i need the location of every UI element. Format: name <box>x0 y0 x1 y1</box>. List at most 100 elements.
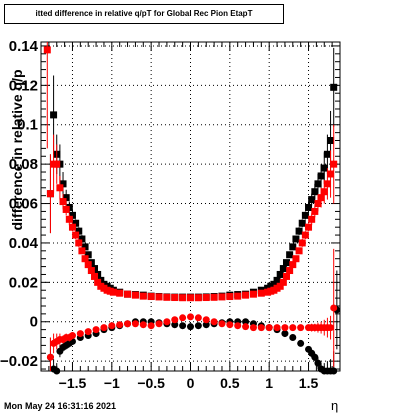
x-tick-label: −1 <box>104 375 120 391</box>
x-tick-label: 0.5 <box>220 375 240 391</box>
data-point <box>56 184 64 192</box>
data-point <box>308 215 316 223</box>
data-point <box>301 231 309 239</box>
data-point <box>50 111 58 119</box>
y-tick-label: 0.12 <box>9 77 38 94</box>
data-point <box>226 321 234 329</box>
y-tick-label: 0.08 <box>9 156 38 173</box>
data-point <box>265 324 273 332</box>
data-point <box>92 326 100 334</box>
data-point <box>257 289 265 297</box>
data-point <box>273 276 281 284</box>
y-tick-label: 0.14 <box>9 38 39 55</box>
x-tick-label: 0 <box>187 375 195 391</box>
x-tick-label: −1.5 <box>59 375 87 391</box>
data-point <box>327 324 335 332</box>
data-point <box>330 160 338 168</box>
data-point <box>301 211 309 219</box>
data-point <box>317 172 325 180</box>
data-point <box>147 322 155 330</box>
data-point <box>323 180 331 188</box>
data-point <box>155 293 163 301</box>
data-point <box>289 334 297 342</box>
data-point <box>155 320 163 328</box>
data-point <box>314 359 322 367</box>
data-point <box>279 265 287 273</box>
tick-labels: −1.5 −1 −0.5 0 0.5 1 1.5 −0.02 0 0.02 0.04 0.06 0.08… <box>0 38 318 391</box>
data-point <box>323 150 331 158</box>
data-point <box>171 321 179 329</box>
data-point <box>279 278 287 286</box>
data-point <box>289 243 297 251</box>
data-point <box>249 324 257 332</box>
y-tick-label: 0.06 <box>9 196 38 213</box>
data-point <box>289 261 297 269</box>
data-point <box>84 261 92 269</box>
data-point <box>91 272 99 280</box>
data-point <box>308 196 316 204</box>
data-point <box>194 294 202 302</box>
data-point <box>75 227 83 235</box>
data-point <box>295 247 303 255</box>
data-point <box>327 137 335 145</box>
data-point <box>179 314 187 322</box>
chart-title: itted difference in relative q/pT for Gl… <box>4 4 284 24</box>
data-point <box>84 328 92 336</box>
data-point <box>179 322 187 330</box>
data-point <box>72 231 80 239</box>
data-markers <box>43 42 341 375</box>
data-point <box>295 227 303 235</box>
data-point <box>330 367 338 375</box>
data-point <box>78 235 86 243</box>
data-point <box>100 324 108 332</box>
grid-layer <box>41 42 340 371</box>
data-point <box>327 170 335 178</box>
data-point <box>330 83 338 91</box>
data-point <box>298 219 306 227</box>
data-point <box>59 198 67 206</box>
data-point <box>139 321 147 329</box>
data-point <box>330 304 338 312</box>
data-point <box>298 239 306 247</box>
data-point <box>139 292 147 300</box>
data-point <box>242 291 250 299</box>
data-point <box>163 293 171 301</box>
data-point <box>311 207 319 215</box>
x-tick-label: 1.5 <box>299 375 319 391</box>
data-point <box>109 288 117 296</box>
data-point <box>171 316 179 324</box>
x-tick-label: 1 <box>265 375 273 391</box>
data-point <box>53 367 61 375</box>
data-point <box>94 278 102 286</box>
data-point <box>68 211 76 219</box>
data-point <box>202 294 210 302</box>
data-point <box>62 205 70 213</box>
data-point <box>131 291 139 299</box>
data-point <box>116 321 124 329</box>
x-axis-label: η <box>331 398 339 413</box>
data-point <box>286 251 294 259</box>
data-point <box>311 188 319 196</box>
data-point <box>282 272 290 280</box>
data-point <box>297 324 305 332</box>
data-point <box>187 294 194 302</box>
data-point <box>210 318 218 326</box>
data-point <box>317 194 325 202</box>
data-point <box>320 164 328 172</box>
data-point <box>171 294 179 302</box>
data-point <box>187 323 194 331</box>
y-tick-label: 0.1 <box>17 117 38 134</box>
data-point <box>273 324 281 332</box>
data-point <box>249 290 257 298</box>
data-point <box>281 324 289 332</box>
data-point <box>78 247 86 255</box>
data-point <box>202 321 210 329</box>
data-point <box>210 293 218 301</box>
data-point <box>234 292 242 300</box>
data-point <box>276 282 284 290</box>
timestamp: Mon May 24 16:31:16 2021 <box>4 401 117 411</box>
data-point <box>187 313 194 321</box>
data-point <box>68 332 76 340</box>
data-point <box>292 235 300 243</box>
